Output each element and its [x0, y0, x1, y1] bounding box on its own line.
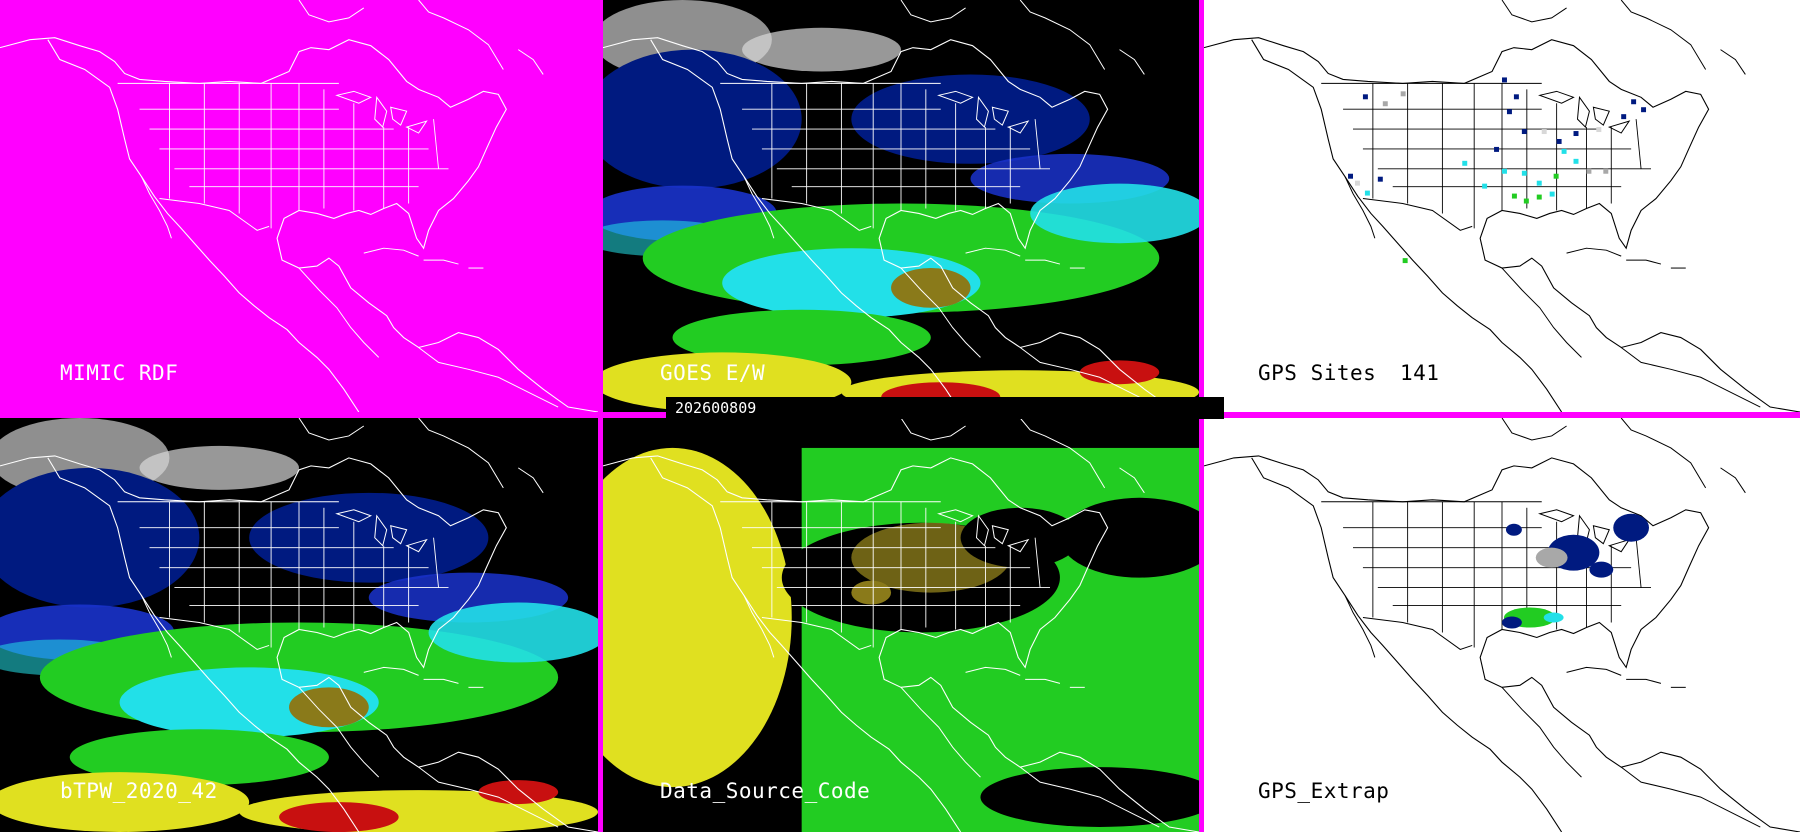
gps-site-count: 141: [1400, 361, 1440, 385]
panel-gps-sites: GPS Sites 141: [1204, 0, 1800, 412]
panel-label-mimic: MIMIC RDF: [60, 361, 179, 385]
panel-gps-extrap: GPS_Extrap: [1204, 418, 1800, 832]
panel-goes: GOES E/W: [603, 0, 1199, 412]
map-goes: [603, 0, 1199, 412]
panel-btpw: bTPW_2020_42: [0, 418, 598, 832]
panel-label-btpw: bTPW_2020_42: [60, 779, 218, 803]
map-btpw: [0, 418, 598, 832]
timestamp-text: 202600809: [675, 399, 757, 417]
panel-label-gps-sites: GPS Sites: [1258, 361, 1377, 385]
map-data-source-code: [603, 418, 1199, 832]
timestamp-bar: 202600809: [666, 397, 1224, 419]
panel-label-gps-extrap: GPS_Extrap: [1258, 779, 1390, 803]
map-mimic-rdf: [0, 0, 598, 412]
panel-mimic-rdf: MIMIC RDF: [0, 0, 598, 412]
map-gps-extrap: [1204, 418, 1800, 832]
panel-data-source-code: Data_Source_Code: [603, 418, 1199, 832]
panel-label-goes: GOES E/W: [660, 361, 766, 385]
panel-label-data-source: Data_Source_Code: [660, 779, 871, 803]
map-gps-sites: [1204, 0, 1800, 412]
